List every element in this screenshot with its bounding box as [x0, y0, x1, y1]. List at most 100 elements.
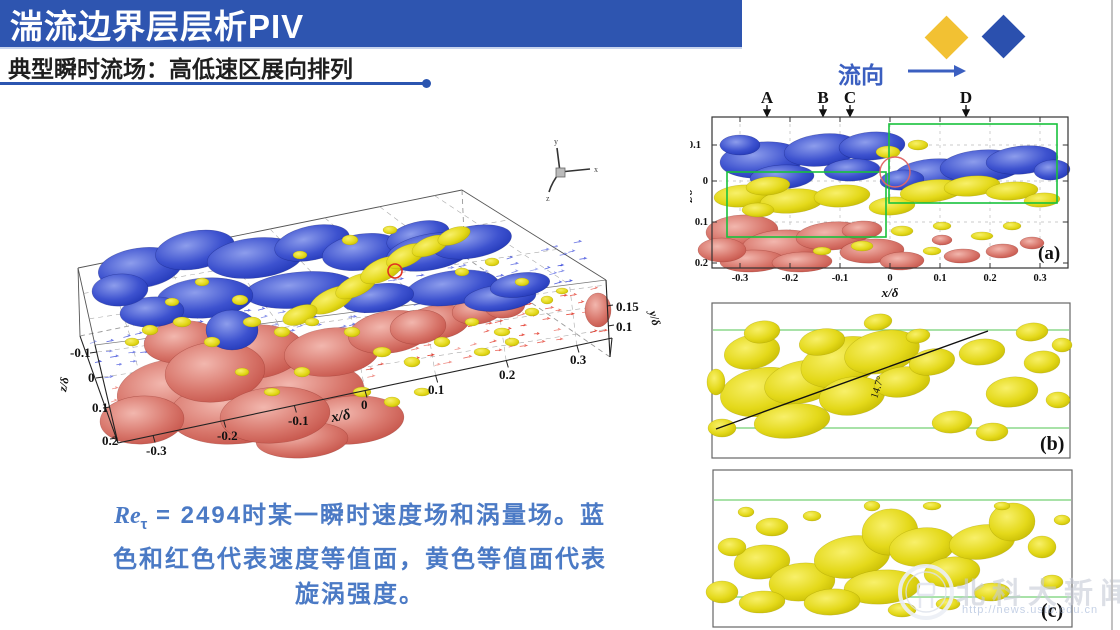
isosurface-blob — [879, 251, 925, 271]
x-tick: 0.3 — [1033, 273, 1046, 284]
caption-line1: = 2494时某一瞬时速度场和涡量场。蓝 — [147, 502, 607, 529]
isosurface-blob — [973, 582, 1011, 602]
isosurface-blob — [203, 336, 221, 348]
isosurface-blob — [382, 225, 398, 235]
isosurface-blob — [263, 387, 281, 397]
isosurface-blob — [372, 346, 392, 358]
isosurface-blob — [433, 336, 451, 348]
x-tick: -0.2 — [217, 428, 238, 443]
x-tick: 0.2 — [499, 367, 515, 382]
panel-c-border — [712, 469, 1073, 628]
title-bar: 湍流边界层层析PIV — [0, 0, 742, 49]
isosurface-blob — [293, 366, 311, 378]
isosurface-blob — [1051, 337, 1073, 353]
y-tick: 0.15 — [616, 299, 639, 314]
isosurface-blob — [540, 295, 554, 305]
z-tick: -0.1 — [70, 345, 91, 360]
caption-re: Re — [113, 503, 141, 529]
flow-direction-label: 流向 — [838, 62, 884, 88]
isosurface-blob — [922, 501, 942, 511]
isosurface-blob — [975, 422, 1009, 442]
isosurface-blob — [737, 506, 755, 518]
isosurface-blob — [705, 580, 739, 604]
isosurface-blob — [1027, 535, 1057, 559]
subtitle-underline — [0, 82, 424, 85]
isosurface-blob — [1002, 221, 1022, 231]
isosurface-blob — [719, 134, 761, 156]
isosurface-blob — [292, 250, 308, 260]
isosurface-blob — [771, 251, 833, 273]
isosurface-blob — [304, 317, 320, 327]
slide-subtitle: 典型瞬时流场：高低速区展向排列 — [8, 56, 353, 82]
isosurface-blob — [464, 317, 480, 327]
panel-b-isosurface-yellow — [706, 313, 1073, 442]
z-tick: -0.1 — [690, 140, 701, 151]
isosurface-blob — [413, 387, 431, 397]
isosurface-blob — [383, 396, 401, 408]
isosurface-blob — [707, 418, 737, 438]
x-tick: -0.3 — [146, 443, 167, 458]
isosurface-blob — [812, 246, 832, 256]
subtitle-underline-dot — [422, 79, 431, 88]
isosurface-blob — [141, 324, 159, 336]
isosurface-blob — [1033, 159, 1071, 181]
isosurface-blob — [943, 248, 981, 264]
legend-diamond-yellow — [924, 15, 969, 60]
isosurface-blob — [555, 287, 569, 295]
isosurface-blob — [875, 145, 901, 159]
isosurface-blob — [841, 220, 883, 240]
isosurface-blob — [958, 338, 1006, 366]
isosurface-blob — [242, 316, 262, 328]
x-tick: -0.2 — [782, 273, 799, 284]
isosurface-blob — [124, 337, 140, 347]
figure-3d-flowfield: -0.3 -0.2 -0.1 0 0.1 0.2 0.3 x/δ -0.1 0 … — [55, 137, 664, 459]
isosurface-blob — [341, 234, 359, 246]
isosurface-blob — [194, 277, 210, 287]
isosurface-blob — [798, 328, 846, 356]
legend-diamond-blue — [981, 14, 1026, 59]
z-tick: 0.1 — [695, 217, 708, 228]
ring-marker-3d — [387, 263, 403, 279]
isosurface-blob — [403, 356, 421, 368]
isosurface-blob — [1019, 236, 1045, 250]
isosurface-blob — [524, 307, 540, 317]
isosurface-blob — [743, 320, 781, 344]
isosurface-blob — [993, 501, 1011, 511]
isosurface-blob — [868, 196, 916, 216]
panel-a-x-axis-label: x/δ — [881, 285, 899, 300]
isosurface-blob — [932, 221, 952, 231]
panel-a-label: (a) — [1038, 243, 1060, 264]
section-marker-arrows — [762, 105, 971, 118]
isosurface-blob — [697, 237, 747, 263]
isosurface-blob — [985, 243, 1019, 259]
y-axis-label: y/δ — [646, 307, 664, 327]
isosurface-blob — [802, 510, 822, 522]
panel-a-axis-ticks — [712, 117, 1068, 268]
panel-a-isosurface-red — [697, 214, 1045, 273]
isosurface-blob — [813, 184, 871, 208]
isosurface-blob — [988, 502, 1036, 542]
flow-direction-arrow-icon — [908, 65, 966, 77]
isosurface-blob — [172, 316, 192, 328]
caption-line3: 旋涡强度。 — [295, 580, 425, 608]
isosurface-yellow-vortex — [124, 225, 569, 408]
isosurface-blob — [1015, 322, 1049, 342]
z-tick: 0 — [88, 370, 95, 385]
panel-b-inclination-line — [715, 330, 989, 430]
isosurface-blob — [454, 267, 470, 277]
isosurface-blob — [753, 403, 831, 439]
panel-b-label: (b) — [1040, 433, 1064, 455]
isosurface-blob — [584, 292, 612, 328]
panel-a-isosurface-blue — [719, 131, 1071, 191]
panel-b-vortex-view: 14.7° (b) — [706, 302, 1073, 459]
isosurface-blob — [745, 176, 791, 196]
z-tick: 0.2 — [695, 258, 708, 269]
x-tick: 0 — [887, 273, 892, 284]
y-tick: 0.1 — [616, 319, 632, 334]
panel-a-z-axis-label: z/δ — [690, 189, 695, 203]
isosurface-blob — [493, 327, 511, 337]
isosurface-blob — [1040, 574, 1064, 590]
x-tick: 0.1 — [428, 382, 444, 397]
isosurface-blob — [1045, 391, 1071, 409]
